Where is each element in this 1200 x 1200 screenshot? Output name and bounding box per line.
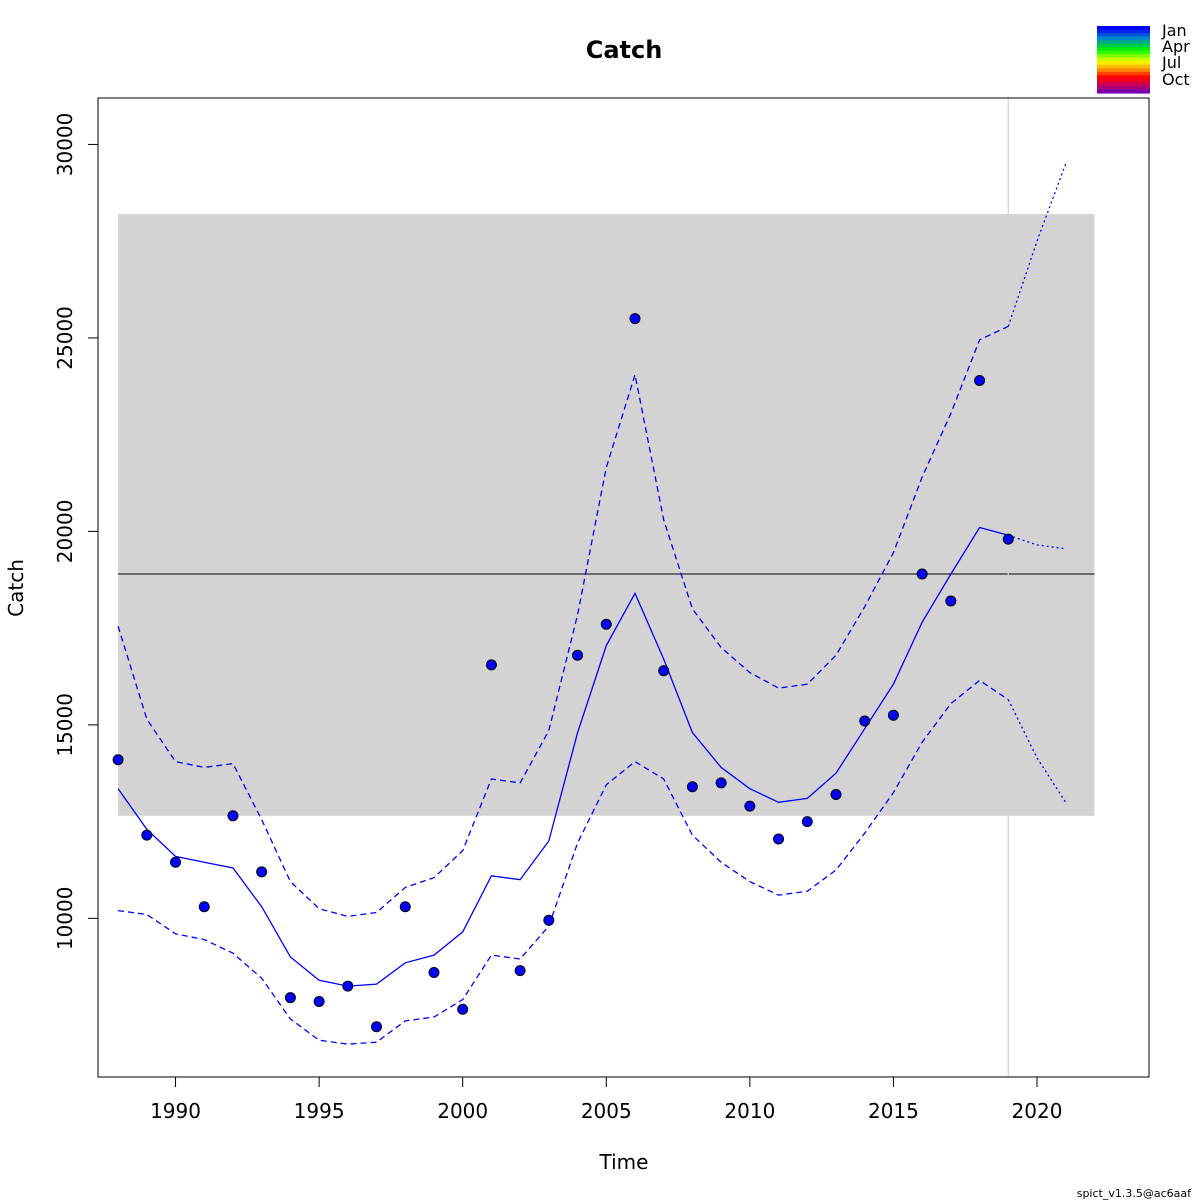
x-tick-label: 1995 <box>294 1099 345 1123</box>
legend-color-swatch <box>1097 33 1150 38</box>
chart-title: Catch <box>586 36 663 64</box>
y-axis-title: Catch <box>4 559 28 617</box>
y-tick-label: 15000 <box>53 693 77 757</box>
observation-point <box>715 777 727 789</box>
legend-color-swatch <box>1097 54 1150 59</box>
observation-point <box>859 715 871 727</box>
observation-point <box>945 595 957 607</box>
observation-point <box>399 901 411 913</box>
legend-color-swatch <box>1097 57 1150 62</box>
legend-color-swatch <box>1097 75 1150 80</box>
x-axis: 1990 1995 2000 2005 2010 2015 2020 <box>150 1076 1063 1123</box>
legend-color-swatch <box>1097 47 1150 52</box>
legend-label: Jan <box>1161 21 1187 40</box>
observation-point <box>313 996 325 1008</box>
x-tick-label: 2010 <box>724 1099 775 1123</box>
observation-point <box>1002 533 1014 545</box>
observation-point <box>342 980 354 992</box>
version-footer: spict_v1.3.5@ac6aaf <box>1077 1187 1192 1200</box>
observation-point <box>600 618 612 630</box>
observation-point <box>887 709 899 721</box>
observation-point <box>658 665 670 677</box>
forecast-lower-ci-line <box>1007 699 1067 803</box>
x-tick-label: 2020 <box>1012 1099 1063 1123</box>
legend-color-swatch <box>1097 71 1150 76</box>
legend-color-swatch <box>1097 68 1150 73</box>
legend-color-swatch <box>1097 89 1150 94</box>
estimate-line <box>117 526 1009 987</box>
x-tick-label: 2000 <box>437 1099 488 1123</box>
legend-color-swatch <box>1097 78 1150 84</box>
legend-color-swatch <box>1097 40 1150 45</box>
observation-point <box>629 313 641 325</box>
observation-point <box>284 992 296 1004</box>
y-tick-label: 30000 <box>53 113 77 177</box>
x-axis-title: Time <box>599 1150 649 1174</box>
legend-color-swatch <box>1097 61 1150 66</box>
upper-ci-line <box>117 325 1009 918</box>
legend-color-swatch <box>1097 85 1150 91</box>
x-tick-label: 1990 <box>150 1099 201 1123</box>
y-tick-label: 10000 <box>53 887 77 951</box>
legend-color-swatch <box>1097 43 1150 48</box>
observation-point <box>572 649 584 661</box>
legend-color-swatch <box>1097 36 1150 41</box>
x-tick-label: 2005 <box>581 1099 632 1123</box>
x-tick-label: 2015 <box>868 1099 919 1123</box>
observation-point <box>801 816 813 828</box>
observation-point <box>198 901 210 913</box>
observation-point <box>686 781 698 793</box>
y-tick-label: 20000 <box>53 500 77 564</box>
observation-point <box>916 568 928 580</box>
legend-color-swatch <box>1097 64 1150 69</box>
observation-point <box>830 789 842 801</box>
y-tick-label: 25000 <box>53 306 77 370</box>
observation-point <box>170 856 182 868</box>
observation-point <box>773 833 785 845</box>
forecast-estimate-line <box>1008 534 1066 550</box>
legend-label: Oct <box>1162 70 1190 89</box>
legend-color-swatch <box>1097 29 1150 34</box>
observation-point <box>744 800 756 812</box>
observation-point <box>112 754 124 766</box>
legend-color-swatch <box>1097 50 1150 55</box>
legend-color-swatch <box>1097 26 1150 31</box>
observation-point <box>428 967 440 979</box>
observation-point <box>256 866 268 878</box>
observation-point <box>485 659 497 671</box>
lower-ci-line <box>118 679 1009 1045</box>
observation-point <box>141 829 153 841</box>
legend-label: Jul <box>1161 53 1181 72</box>
observation-point <box>543 914 555 926</box>
observation-point <box>974 374 986 386</box>
reference-band <box>118 214 1095 816</box>
observation-point <box>227 810 239 822</box>
observation-point <box>514 965 526 977</box>
legend-color-swatch <box>1097 82 1150 87</box>
legend-label: Apr <box>1162 37 1190 56</box>
y-axis: 10000 15000 20000 25000 30000 <box>53 113 99 951</box>
observation-point <box>457 1003 469 1015</box>
observation-point <box>371 1021 383 1033</box>
